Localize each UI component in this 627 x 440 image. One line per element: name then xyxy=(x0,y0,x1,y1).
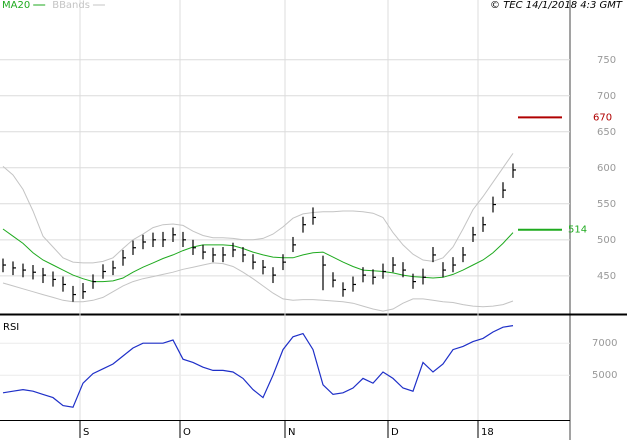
band-line xyxy=(2,153,514,264)
band-line xyxy=(2,228,514,283)
y-tick-label: 750 xyxy=(597,55,616,66)
legend-label: BBands xyxy=(52,0,90,11)
price-marker-label: 670 xyxy=(593,112,612,123)
x-tick-label: S xyxy=(83,427,89,438)
source: © TEC 14/1/2018 4:3 GMT xyxy=(490,0,623,11)
legend-label: MA20 xyxy=(2,0,30,11)
x-tick-label: O xyxy=(183,427,191,438)
rsi-line xyxy=(2,325,514,408)
y-tick-label: 450 xyxy=(597,271,616,282)
y-tick-label: 700 xyxy=(597,91,616,102)
y-tick-label: 650 xyxy=(597,127,616,138)
x-tick-label: D xyxy=(391,427,399,438)
y-tick-label: 600 xyxy=(597,163,616,174)
y-tick-label: 500 xyxy=(597,235,616,246)
y-tick-label: 7000 xyxy=(592,338,617,349)
y-tick-label: 5000 xyxy=(592,370,617,381)
x-tick-label: N xyxy=(288,427,295,438)
y-tick-label: 550 xyxy=(597,199,616,210)
price-marker-label: 514 xyxy=(568,225,587,236)
band-line xyxy=(2,262,514,312)
x-tick-label: 18 xyxy=(481,427,494,438)
panel-title: RSI xyxy=(3,322,19,333)
